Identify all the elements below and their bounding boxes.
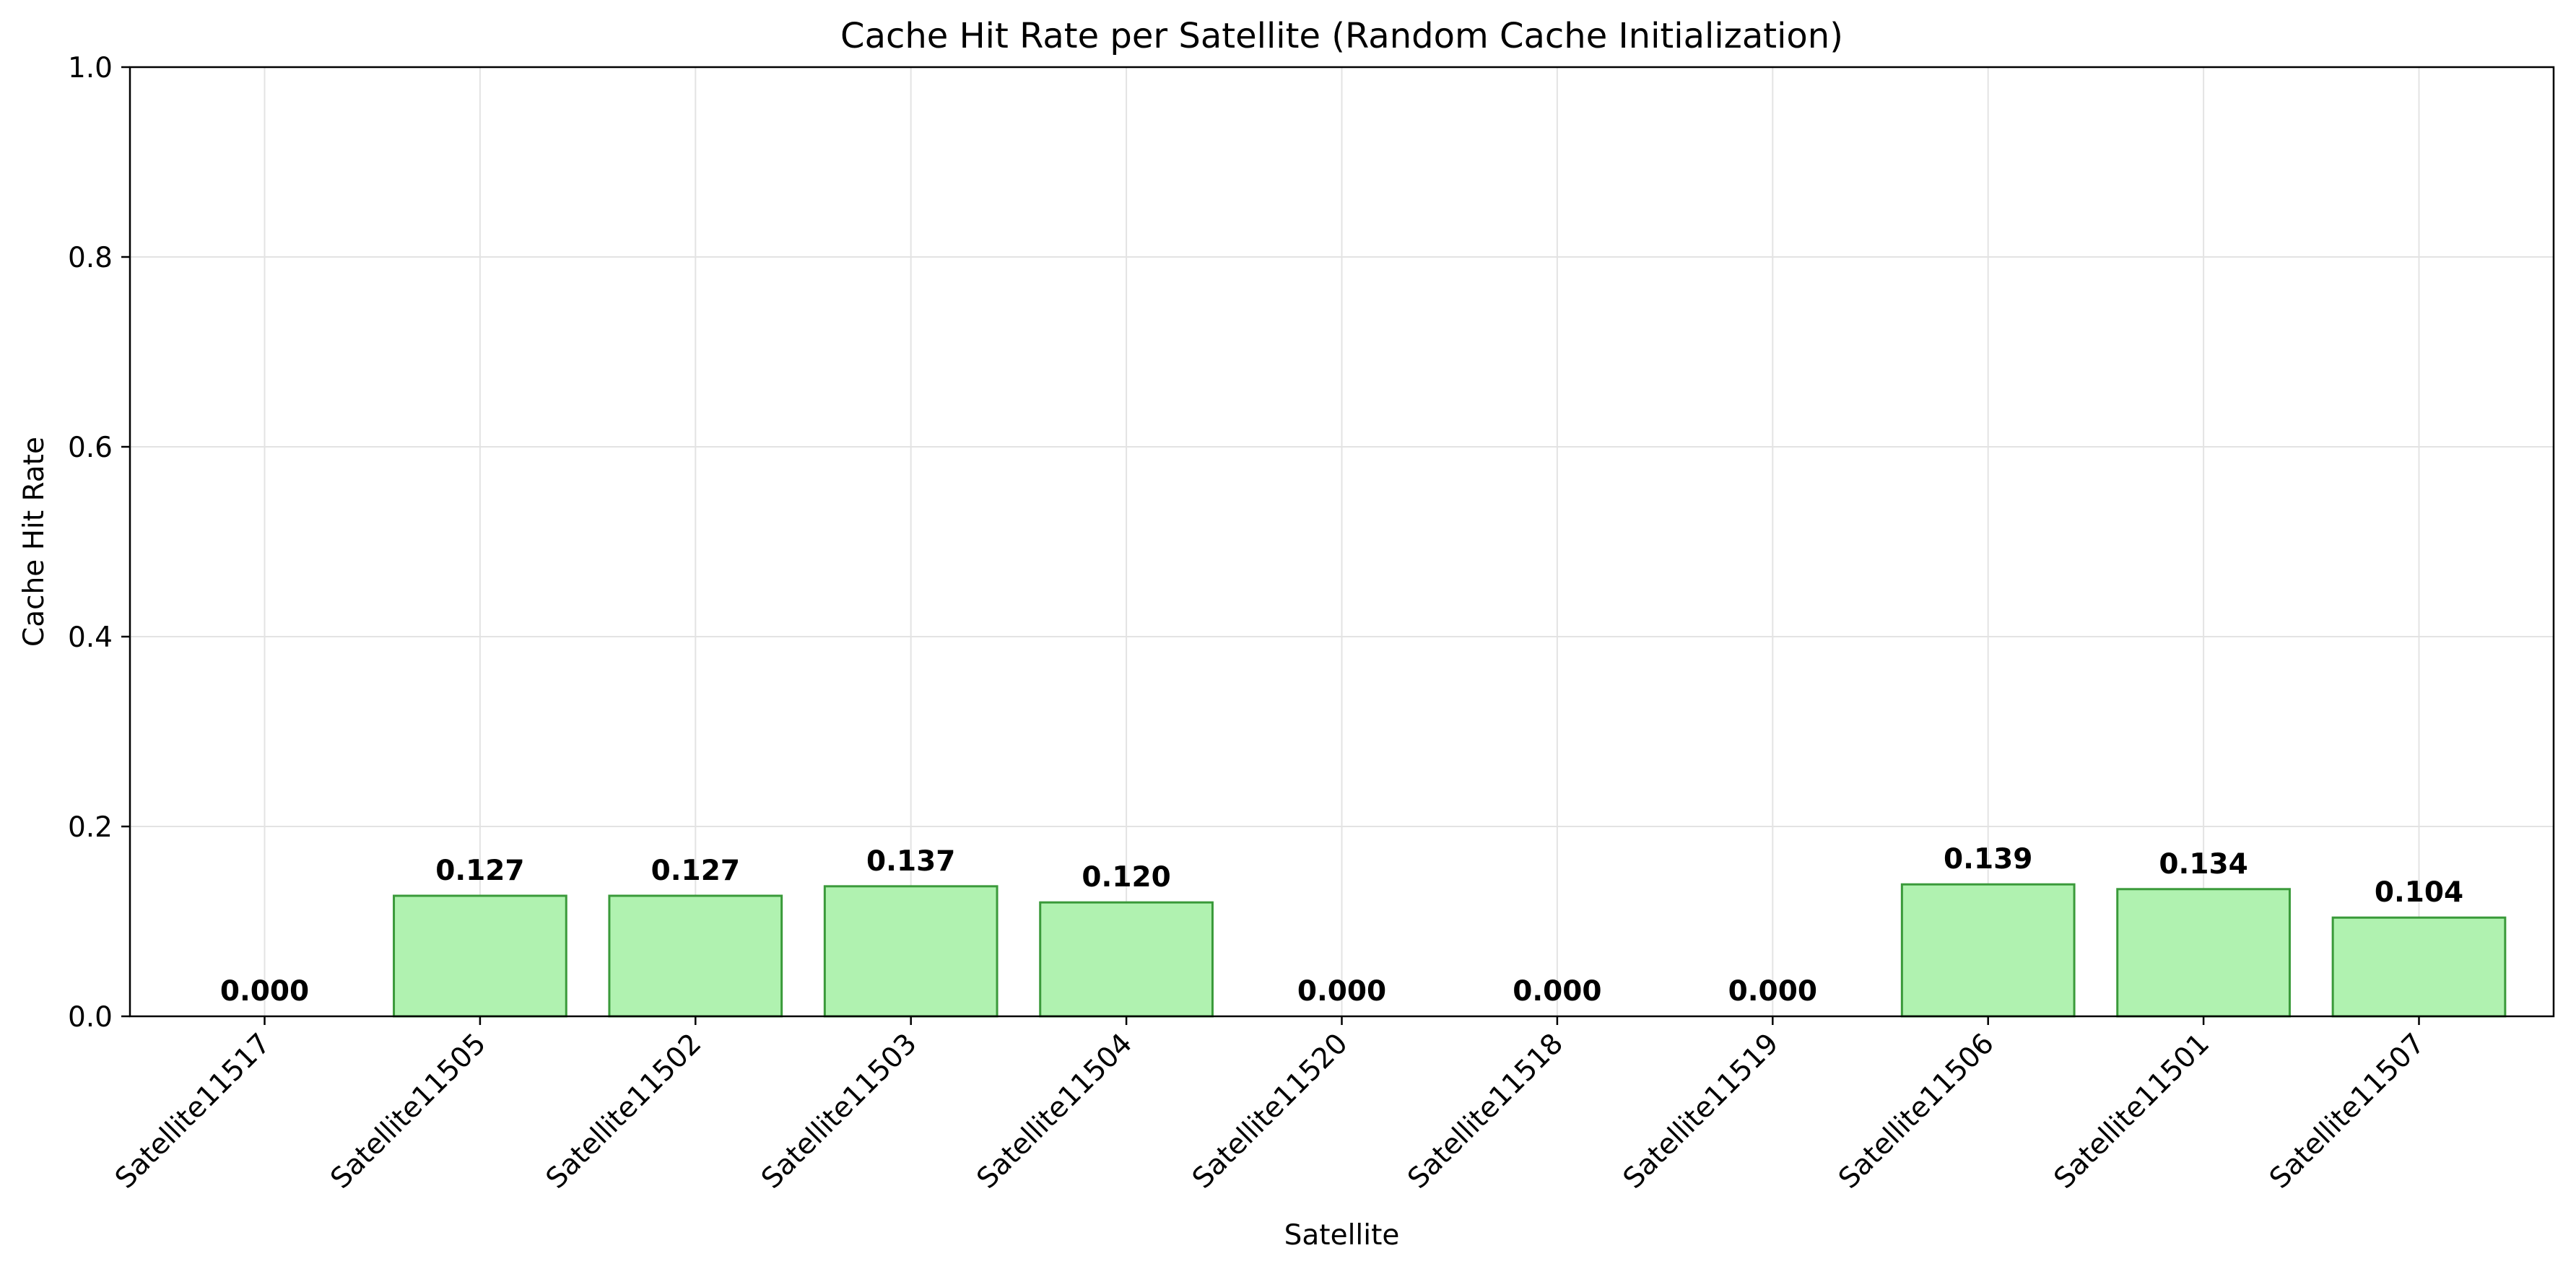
bar [393,894,567,1018]
y-axis-ticks: 0.0 0.2 0.4 0.6 0.8 1.0 [68,52,130,1034]
y-tick-label: 0.4 [68,621,113,654]
x-tick-label: Satellite11501 [2048,1027,2216,1195]
bar-value-label: 0.137 [866,845,955,878]
x-tick-label: Satellite11520 [1186,1027,1354,1195]
x-tick-label: Satellite11507 [2263,1027,2432,1195]
bar-value-label: 0.000 [1297,975,1386,1008]
chart-title: Cache Hit Rate per Satellite (Random Cac… [840,16,1843,56]
bar [823,885,998,1018]
bars [393,883,2507,1018]
x-tick-label: Satellite11502 [540,1027,708,1195]
bar-value-label: 0.134 [2159,848,2248,881]
x-axis-label: Satellite [1284,1219,1400,1252]
y-axis-label: Cache Hit Rate [18,437,51,647]
bar-value-label: 0.120 [1082,861,1170,894]
bar [2331,916,2507,1018]
x-axis-ticks: Satellite11517 Satellite11505 Satellite115… [109,1016,2432,1195]
x-tick-label: Satellite11506 [1832,1027,2001,1195]
y-tick-label: 0.6 [68,432,113,464]
bar-value-label: 0.000 [220,975,309,1008]
y-tick-label: 1.0 [68,52,113,84]
bar-value-label: 0.104 [2375,876,2463,909]
x-tick-label: Satellite11503 [755,1027,923,1195]
bar [1900,883,2076,1018]
bar-value-label: 0.127 [435,855,524,887]
y-tick-label: 0.2 [68,811,113,844]
y-tick-label: 0.8 [68,242,113,274]
bar [2116,888,2291,1018]
x-tick-label: Satellite11505 [324,1027,492,1195]
bar-value-labels: 0.000 0.127 0.127 0.137 0.120 0.000 0.000 0.000… [220,843,2463,1008]
x-tick-label: Satellite11517 [109,1027,277,1195]
bar-value-label: 0.139 [1944,843,2032,876]
x-tick-label: Satellite11518 [1401,1027,1570,1195]
y-tick-label: 0.0 [68,1001,113,1034]
bar-value-label: 0.127 [651,855,740,887]
bar [608,894,783,1018]
bar [1039,901,1214,1018]
bar-value-label: 0.000 [1513,975,1601,1008]
bar-value-label: 0.000 [1728,975,1817,1008]
x-tick-label: Satellite11519 [1617,1027,1785,1195]
x-tick-label: Satellite11504 [971,1027,1139,1195]
